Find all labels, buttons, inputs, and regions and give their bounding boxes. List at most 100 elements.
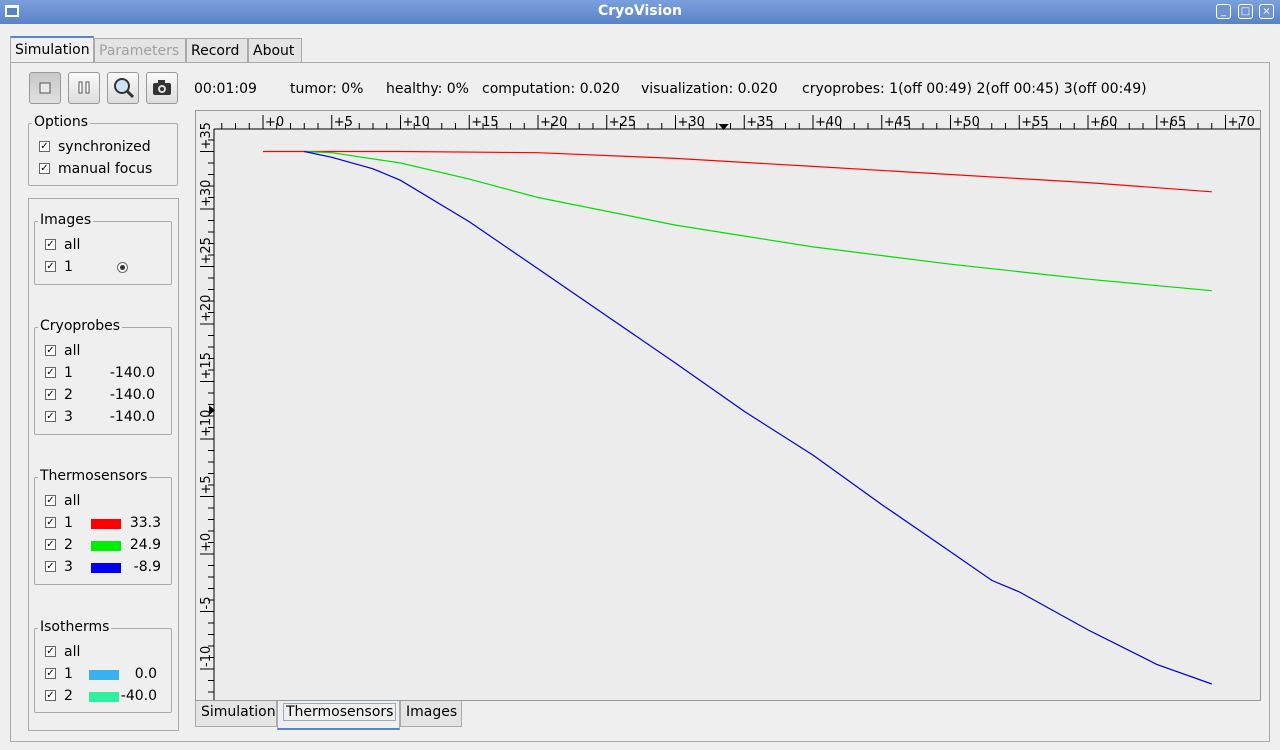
checkbox[interactable]: ✓	[45, 495, 56, 506]
checkbox[interactable]: ✓	[45, 239, 56, 250]
maximize-button[interactable]: □	[1238, 4, 1253, 19]
elapsed-time: 00:01:09	[194, 81, 257, 97]
checkbox-label: 3	[64, 559, 73, 575]
visualization-status: visualization: 0.020	[641, 81, 778, 97]
window-menu-icon[interactable]	[5, 5, 19, 17]
computation-status: computation: 0.020	[482, 81, 620, 97]
checkbox[interactable]: ✓	[45, 690, 56, 701]
x-tick-label: +10	[403, 115, 430, 130]
checkbox[interactable]: ✓	[45, 389, 56, 400]
checkbox-label: all	[64, 493, 81, 509]
tab-simulation[interactable]: Simulation	[10, 36, 94, 63]
checkbox[interactable]: ✓	[45, 345, 56, 356]
tab-parameters: Parameters	[94, 38, 186, 62]
image-1-radio[interactable]	[117, 262, 128, 273]
isotherms-title: Isotherms	[38, 619, 112, 635]
y-tick-label: +25	[199, 237, 214, 264]
view-tab-thermosensors[interactable]: Thermosensors	[277, 701, 400, 730]
x-position-marker	[718, 124, 729, 130]
checkbox[interactable]: ✓	[39, 163, 50, 174]
color-swatch	[89, 670, 119, 680]
tab-label: Simulation	[15, 42, 90, 58]
checkbox-label: 1	[64, 515, 73, 531]
color-swatch	[91, 519, 121, 529]
checkbox-label: all	[64, 237, 81, 253]
thermosensor-plot[interactable]: +0 +5 +10 +15 +20 +25 +30 +35 +40 +45 +50 +55 +60 +65…	[195, 110, 1261, 701]
layers-panel	[28, 198, 179, 731]
tab-label: About	[253, 43, 295, 59]
view-tab-images[interactable]: Images	[400, 701, 462, 727]
checkbox-label: 1	[64, 666, 73, 682]
checkbox-label: 1	[64, 365, 73, 381]
view-tab-simulation[interactable]: Simulation	[195, 701, 277, 727]
tumor-status: tumor: 0%	[290, 81, 364, 97]
isotherm-value: 0.0	[134, 666, 157, 682]
y-tick-label: +15	[199, 352, 214, 379]
images-title: Images	[38, 212, 94, 228]
tab-label: Record	[191, 43, 240, 59]
close-button[interactable]: ×	[1259, 4, 1274, 19]
thermosensors-title: Thermosensors	[38, 468, 150, 484]
cryoprobe-2-row[interactable]: ✓ 2 -140.0	[45, 387, 157, 405]
tab-label: Simulation	[201, 704, 276, 720]
checkbox[interactable]: ✓	[45, 261, 56, 272]
x-tick-label: +30	[678, 115, 705, 130]
checkbox[interactable]: ✓	[45, 517, 56, 528]
isotherm-1-row[interactable]: ✓ 1 0.0	[45, 666, 163, 684]
series-line-3	[304, 150, 1213, 685]
cryoprobes-group: Cryoprobes ✓ all ✓ 1 -140.0 ✓ 2 -140.0 ✓ 3 -140…	[34, 318, 172, 435]
cryoprobe-1-row[interactable]: ✓ 1 -140.0	[45, 365, 157, 383]
color-swatch	[91, 563, 121, 573]
checkbox[interactable]: ✓	[45, 411, 56, 422]
checkbox-label: 2	[64, 537, 73, 553]
checkbox[interactable]: ✓	[45, 367, 56, 378]
color-swatch	[91, 541, 121, 551]
checkbox-label: 2	[64, 688, 73, 704]
checkbox-label: 3	[64, 409, 73, 425]
y-tick-label: +35	[199, 122, 214, 149]
stop-button[interactable]	[29, 72, 61, 104]
tab-label: Images	[406, 704, 458, 720]
healthy-status: healthy: 0%	[386, 81, 469, 97]
cryoprobe-temperature: -140.0	[109, 387, 155, 403]
cryoprobes-status: cryoprobes: 1(off 00:49) 2(off 00:45) 3(…	[802, 81, 1147, 97]
x-tick-label: +5	[334, 115, 353, 130]
thermosensors-group: Thermosensors ✓ all ✓ 1 33.3 ✓ 2 24.9 ✓ 3 -8.9	[34, 468, 172, 585]
y-tick-label: -10	[199, 646, 214, 667]
color-swatch	[89, 692, 119, 702]
snapshot-button[interactable]	[146, 72, 178, 104]
checkbox[interactable]: ✓	[39, 141, 50, 152]
thermosensor-value: -8.9	[133, 559, 161, 575]
tab-record[interactable]: Record	[186, 38, 248, 62]
x-tick-label: +20	[540, 115, 567, 130]
checkbox[interactable]: ✓	[45, 668, 56, 679]
tab-about[interactable]: About	[248, 38, 302, 62]
y-tick-label: +20	[199, 295, 214, 322]
checkbox-label: 1	[64, 259, 73, 275]
isotherm-2-row[interactable]: ✓ 2 -40.0	[45, 688, 163, 706]
y-tick-label: +5	[199, 475, 214, 494]
camera-icon	[153, 80, 171, 95]
thermosensor-1-row[interactable]: ✓ 1 33.3	[45, 515, 163, 533]
checkbox[interactable]: ✓	[45, 539, 56, 550]
x-tick-label: +0	[265, 115, 284, 130]
options-group: Options ✓ synchronized ✓ manual focus	[28, 114, 178, 186]
checkbox-label: manual focus	[58, 161, 153, 177]
zoom-button[interactable]	[107, 72, 139, 104]
x-tick-label: +25	[609, 115, 636, 130]
isotherms-group: Isotherms ✓ all ✓ 1 0.0 ✓ 2 -40.0	[34, 619, 172, 713]
x-tick-label: +60	[1090, 115, 1117, 130]
y-tick-label: +10	[199, 410, 214, 437]
cryoprobe-3-row[interactable]: ✓ 3 -140.0	[45, 409, 157, 427]
isotherm-value: -40.0	[120, 688, 157, 704]
thermosensor-3-row[interactable]: ✓ 3 -8.9	[45, 559, 163, 577]
images-group: Images ✓ all ✓ 1	[34, 212, 172, 285]
pause-button[interactable]	[68, 72, 100, 104]
checkbox[interactable]: ✓	[45, 561, 56, 572]
tab-label: Thermosensors	[283, 703, 397, 721]
x-tick-label: +65	[1159, 115, 1186, 130]
checkbox[interactable]: ✓	[45, 646, 56, 657]
thermosensor-2-row[interactable]: ✓ 2 24.9	[45, 537, 163, 555]
minimize-button[interactable]: _	[1216, 4, 1231, 19]
cryoprobe-temperature: -140.0	[109, 409, 155, 425]
